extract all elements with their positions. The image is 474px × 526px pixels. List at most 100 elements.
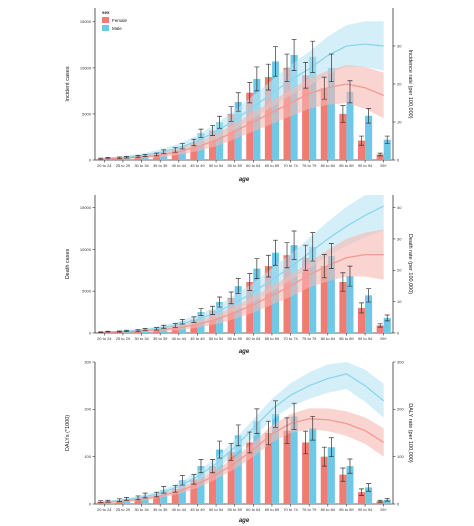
- error-bar-female: [191, 138, 197, 147]
- x-tick-label: 95+: [380, 507, 387, 512]
- x-tick-label: 65 to 69: [265, 336, 280, 341]
- x-tick-label: 90 to 94: [358, 507, 373, 512]
- rate-band-male: [104, 362, 384, 503]
- x-tick-label: 25 to 29: [116, 336, 131, 341]
- legend-label-male: Male: [112, 26, 122, 31]
- x-tick-label: 20 to 24: [97, 163, 112, 168]
- error-bar-female: [154, 491, 160, 498]
- rate-line-female: [104, 418, 385, 504]
- error-bar-female: [191, 316, 197, 323]
- y2-tick-label: 0: [397, 501, 400, 506]
- error-bar-female: [265, 254, 271, 278]
- x-tick-label: 25 to 29: [116, 163, 131, 168]
- x-tick-label: 90 to 94: [358, 163, 373, 168]
- bar-male: [383, 317, 391, 333]
- x-tick-label: 85 to 89: [339, 163, 354, 168]
- y2-tick-label: 30: [397, 43, 402, 48]
- error-bar-female: [172, 323, 178, 328]
- error-bar-female: [228, 291, 234, 305]
- error-bar-female: [265, 63, 271, 91]
- legend-title: sex: [102, 10, 110, 15]
- y-tick-label: 5000: [82, 111, 92, 116]
- bar-male: [365, 115, 373, 160]
- y2-tick-label: 30: [397, 236, 402, 241]
- x-tick-label: 95+: [380, 163, 387, 168]
- error-bar-female: [98, 157, 104, 160]
- error-bar-female: [116, 498, 122, 502]
- x-tick-label: 55 to 59: [227, 507, 242, 512]
- bar-female: [339, 281, 347, 333]
- error-bar-female: [172, 485, 178, 493]
- x-tick-label: 80 to 84: [321, 163, 336, 168]
- bar-male: [346, 466, 354, 504]
- y-tick-label: 0: [89, 157, 92, 162]
- error-bar-female: [321, 446, 327, 467]
- bar-male: [309, 428, 317, 504]
- error-bar-male: [347, 265, 353, 287]
- rate-line-male: [104, 205, 384, 333]
- y2-tick-label: 10: [397, 299, 402, 304]
- rate-line-female: [104, 83, 384, 160]
- x-tick-label: 40 to 44: [172, 336, 187, 341]
- error-bar-male: [235, 424, 241, 447]
- error-bar-male: [347, 458, 353, 474]
- error-bar-male: [291, 230, 297, 260]
- error-bar-female: [210, 305, 216, 315]
- bar-female: [302, 75, 310, 160]
- x-tick-label: 60 to 64: [246, 163, 261, 168]
- error-bar-female: [172, 147, 178, 153]
- error-bar-female: [359, 488, 365, 496]
- y-tick-label: 5000: [82, 289, 92, 294]
- y2-tick-label: 0: [397, 157, 400, 162]
- x-tick-label: 95+: [380, 336, 387, 341]
- error-bar-male: [366, 108, 372, 124]
- bar-female: [246, 442, 254, 504]
- x-tick-label: 35 to 39: [153, 163, 168, 168]
- legend-swatch-female: [102, 17, 109, 23]
- bar-male: [383, 499, 391, 504]
- error-bar-male: [235, 278, 241, 295]
- error-bar-female: [116, 330, 122, 333]
- bar-female: [227, 451, 235, 504]
- bar-male: [327, 67, 335, 160]
- x-tick-label: 40 to 44: [172, 163, 187, 168]
- error-bar-female: [321, 254, 327, 279]
- x-axis-title: age: [239, 177, 250, 183]
- error-bar-male: [105, 157, 111, 160]
- bar-male: [327, 256, 335, 333]
- error-bar-male: [384, 497, 390, 502]
- error-bar-male: [161, 324, 167, 329]
- x-tick-label: 20 to 24: [97, 507, 112, 512]
- bar-female: [302, 257, 310, 333]
- error-bar-female: [359, 135, 365, 146]
- error-bar-male: [235, 92, 241, 112]
- y-tick-label: 300: [84, 359, 91, 364]
- error-bar-female: [359, 302, 365, 314]
- error-bar-female: [98, 331, 104, 333]
- error-bar-male: [142, 492, 148, 499]
- bar-male: [271, 414, 280, 504]
- bar-male: [309, 56, 317, 160]
- bar-male: [365, 487, 373, 504]
- error-bar-female: [98, 500, 104, 503]
- error-bar-male: [366, 483, 372, 492]
- error-bar-male: [123, 497, 129, 501]
- error-bar-female: [284, 242, 290, 269]
- bar-male: [346, 276, 354, 333]
- error-bar-male: [254, 258, 260, 279]
- error-bar-male: [123, 156, 129, 159]
- error-bar-female: [377, 499, 383, 503]
- error-bar-male: [161, 149, 167, 154]
- error-bar-female: [210, 125, 216, 136]
- bar-female: [320, 456, 328, 504]
- x-tick-label: 30 to 34: [134, 336, 149, 341]
- x-tick-label: 65 to 69: [265, 507, 280, 512]
- bar-female: [339, 113, 347, 160]
- error-bar-female: [303, 244, 309, 271]
- error-bar-female: [135, 155, 141, 158]
- error-bar-female: [210, 459, 216, 474]
- bar-female: [357, 492, 366, 504]
- x-tick-label: 50 to 54: [209, 336, 224, 341]
- bar-female: [376, 154, 384, 160]
